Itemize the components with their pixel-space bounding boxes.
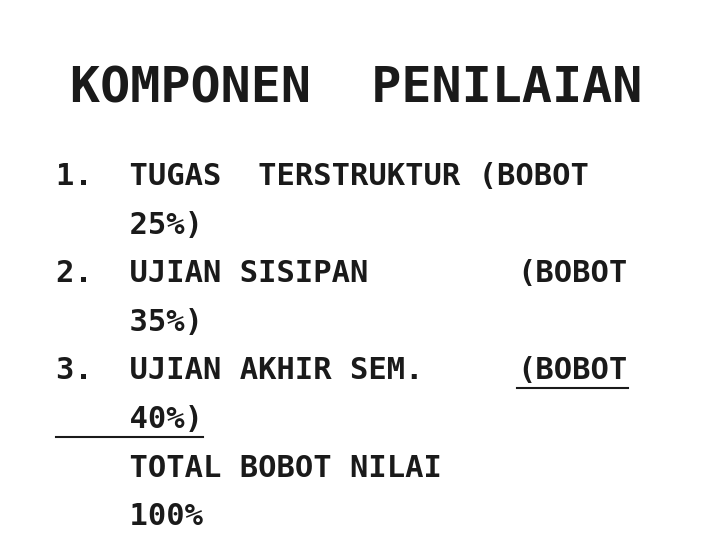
- Text: TOTAL BOBOT NILAI: TOTAL BOBOT NILAI: [56, 454, 442, 483]
- Text: KOMPONEN  PENILAIAN: KOMPONEN PENILAIAN: [71, 65, 643, 113]
- Text: 25%): 25%): [56, 211, 203, 240]
- Text: 3.  UJIAN AKHIR SEM.: 3. UJIAN AKHIR SEM.: [56, 356, 423, 386]
- Text: 40%): 40%): [56, 405, 203, 434]
- Text: 1.  TUGAS  TERSTRUKTUR (BOBOT: 1. TUGAS TERSTRUKTUR (BOBOT: [56, 162, 589, 191]
- Text: 35%): 35%): [56, 308, 203, 337]
- Text: (BOBOT: (BOBOT: [518, 356, 628, 386]
- Text: (BOBOT: (BOBOT: [518, 259, 628, 288]
- Text: 2.  UJIAN SISIPAN: 2. UJIAN SISIPAN: [56, 259, 369, 288]
- Text: 100%: 100%: [56, 502, 203, 531]
